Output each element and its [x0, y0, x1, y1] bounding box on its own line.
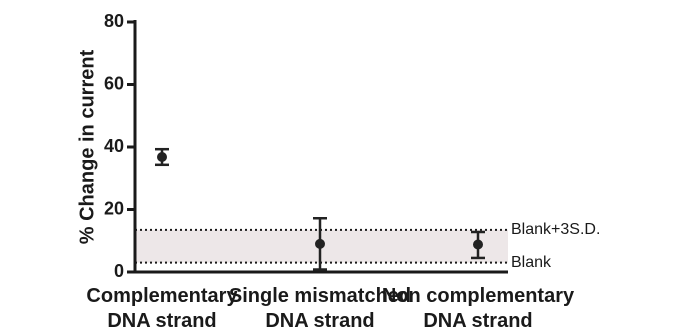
reference-line-label: Blank+3S.D. — [511, 221, 600, 238]
y-tick-label: 80 — [104, 11, 124, 31]
category-label: Single mismatched — [229, 285, 411, 307]
category-label: Non complementary — [382, 285, 575, 307]
y-axis-label: % Change in current — [76, 49, 98, 244]
category-label: Complementary — [86, 285, 238, 307]
y-tick-label: 20 — [104, 198, 124, 218]
data-point — [315, 238, 325, 249]
y-tick-label: 0 — [114, 261, 124, 281]
category-label: DNA strand — [107, 310, 216, 332]
data-point — [473, 239, 483, 250]
reference-line-label: Blank — [511, 254, 552, 271]
category-label: DNA strand — [423, 310, 532, 332]
category-label: DNA strand — [265, 310, 374, 332]
y-tick-label: 40 — [104, 136, 124, 156]
data-point — [157, 152, 167, 162]
y-tick-label: 60 — [104, 73, 124, 93]
